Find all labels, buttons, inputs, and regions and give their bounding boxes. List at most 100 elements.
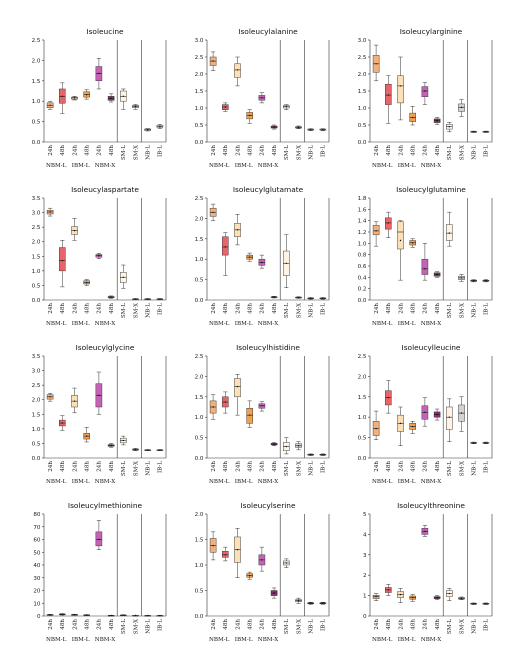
mean-point [387, 589, 389, 591]
x-tick-label: 24h [374, 619, 380, 630]
box-48h [83, 427, 90, 443]
panel-title: Isoleucylserine [240, 501, 296, 510]
x-tick-label: SM-L [284, 619, 290, 634]
box-24h [372, 221, 380, 247]
mean-point [122, 276, 125, 278]
y-tick-label: 0.0 [358, 456, 367, 462]
box-48h [433, 595, 441, 600]
y-tick-label: 20 [33, 589, 41, 595]
y-tick-label: 0.0 [358, 298, 367, 304]
x-tick-label: NB-L [472, 461, 478, 476]
plot-frame [369, 514, 493, 617]
mean-point [159, 298, 161, 300]
mean-point [249, 256, 251, 258]
group-label: IBM-L [398, 163, 416, 169]
y-tick-label: 0.6 [358, 264, 367, 270]
group-label: IBM-L [398, 321, 416, 327]
plot-frame [43, 198, 167, 301]
x-tick-label: 48h [109, 619, 115, 630]
group-label: NBM-L [46, 321, 67, 327]
x-tick-label: 48h [109, 303, 115, 314]
box-NB-L [144, 128, 151, 132]
box-48h [59, 415, 66, 431]
box-NB-L [307, 128, 314, 132]
box-24h [95, 371, 103, 415]
box-24h [46, 207, 54, 217]
box-IB-L [156, 614, 164, 617]
mean-point [375, 427, 377, 430]
mean-point [98, 538, 100, 541]
x-tick-label: SM-X [459, 461, 465, 476]
box-24h [209, 203, 217, 221]
mean-point [236, 385, 239, 388]
box-SM-X [295, 441, 302, 451]
box-IB-L [156, 298, 164, 300]
box-24h [421, 524, 429, 537]
y-tick-label: 1.8 [358, 196, 367, 202]
box-NB-L [470, 602, 477, 605]
plot-frame [43, 514, 167, 617]
y-tick-label: 3.5 [32, 354, 41, 360]
x-tick-label: IB-L [158, 303, 164, 315]
box-NB-L [307, 297, 314, 300]
group-label: NBM-X [258, 321, 278, 327]
x-tick-label: 24h [72, 303, 78, 314]
x-tick-label: SM-L [121, 461, 127, 476]
y-tick-label: 3 [363, 553, 367, 559]
box-SM-L [446, 588, 453, 601]
box-24h [421, 397, 429, 427]
mean-point [122, 439, 125, 442]
box-24h [46, 614, 54, 616]
x-tick-label: 48h [386, 461, 392, 472]
mean-point [460, 277, 463, 279]
mean-point [224, 554, 226, 556]
iqr-box [397, 75, 404, 104]
panel-title: Isoleucylleucine [402, 343, 461, 352]
y-tick-label: 1.0 [358, 106, 367, 112]
box-48h [409, 106, 416, 126]
x-tick-label: NB-L [472, 619, 478, 634]
mean-point [297, 445, 300, 447]
mean-point [375, 595, 377, 598]
panel-title: Isoleucylglutamine [396, 185, 466, 194]
x-tick-label: 48h [386, 619, 392, 630]
y-tick-label: 1.6 [358, 207, 367, 213]
box-SM-X [458, 396, 465, 432]
group-label: IBM-L [235, 163, 253, 169]
box-SM-L [283, 437, 290, 455]
mean-point [273, 296, 275, 298]
x-tick-label: 24h [97, 145, 103, 156]
iqr-box [397, 221, 404, 250]
mean-point [212, 406, 214, 408]
y-tick-label: 0.5 [358, 123, 367, 129]
mean-point [285, 105, 287, 108]
y-tick-label: 0.0 [32, 298, 41, 304]
box-24h [397, 56, 404, 121]
box-24h [421, 243, 429, 281]
box-24h [234, 528, 241, 578]
box-48h [385, 75, 392, 124]
mean-point [249, 114, 251, 117]
box-NB-L [307, 601, 314, 605]
y-tick-label: 5 [363, 512, 367, 518]
box-24h [95, 253, 103, 259]
x-tick-label: NB-L [146, 461, 152, 476]
x-tick-label: 24h [211, 619, 217, 630]
mean-point [436, 273, 438, 276]
y-tick-label: 0.8 [358, 253, 367, 259]
x-tick-label: 24h [48, 145, 54, 156]
x-tick-label: 24h [398, 461, 404, 472]
x-tick-label: NB-L [309, 303, 315, 318]
y-tick-label: 2.0 [32, 398, 41, 404]
mean-point [134, 448, 137, 451]
y-tick-label: 1.5 [32, 79, 41, 85]
plot-frame [206, 514, 330, 617]
iqr-box [372, 224, 380, 236]
mean-point [460, 412, 463, 414]
boxplot-panel-10: Isoleucylserine 0.0 0.5 1.0 1.5 2.0 24h 48h 24h 4… [195, 501, 330, 643]
y-tick-label: 0.0 [195, 298, 204, 304]
group-label: NBM-X [421, 637, 441, 643]
x-tick-label: 24h [211, 145, 217, 156]
mean-point [249, 414, 251, 416]
x-tick-label: 48h [109, 145, 115, 156]
